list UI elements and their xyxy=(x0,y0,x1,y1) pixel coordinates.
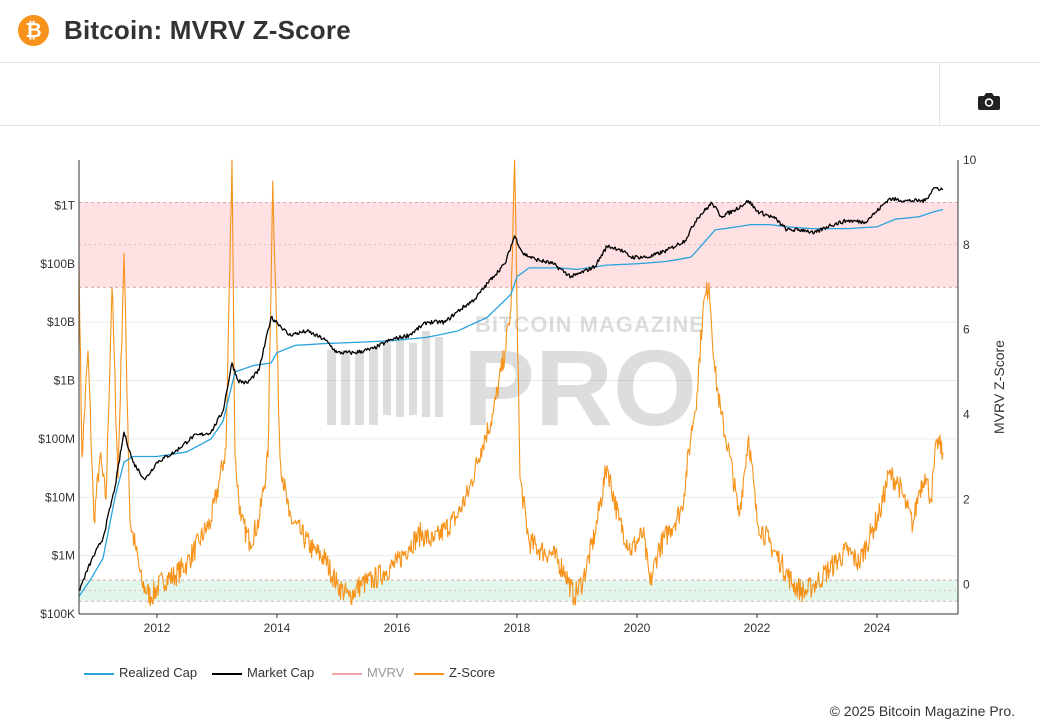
watermark: BITCOIN MAGAZINE PRO xyxy=(327,312,705,448)
watermark-main-text: PRO xyxy=(463,327,697,448)
y-right-axis-title: MVRV Z-Score xyxy=(991,340,1007,434)
legend-swatch xyxy=(212,673,242,675)
copyright-text: © 2025 Bitcoin Magazine Pro. xyxy=(829,703,1015,719)
legend-swatch xyxy=(414,673,444,675)
watermark-top-text: BITCOIN MAGAZINE xyxy=(475,312,705,337)
x-tick-label: 2012 xyxy=(144,621,171,635)
x-tick-label: 2018 xyxy=(504,621,531,635)
y-left-tick-label: $10M xyxy=(45,490,75,504)
y-left-tick-label: $100K xyxy=(40,607,75,621)
chart-series xyxy=(78,159,944,607)
chart-axes: $100K $1M $10M $100M $1B $10B $100B $1T 0 2 4 6 8 10 2… xyxy=(38,153,1007,635)
y-left-tick-label: $10B xyxy=(47,315,75,329)
legend-label: Z-Score xyxy=(449,665,496,680)
mvrv-chart[interactable]: BITCOIN MAGAZINE PRO $100K$1M$10M$100M$1… xyxy=(0,125,1040,660)
legend-swatch xyxy=(84,673,114,675)
bitcoin-logo-icon: ₿ xyxy=(18,15,49,46)
series-z-score xyxy=(78,159,944,607)
legend-label: Market Cap xyxy=(247,665,315,680)
y-left-tick-label: $1M xyxy=(52,549,75,563)
x-tick-label: 2014 xyxy=(264,621,291,635)
toolbar-divider xyxy=(939,63,940,125)
y-right-tick-label: 2 xyxy=(963,492,970,506)
page-title: Bitcoin: MVRV Z-Score xyxy=(64,15,351,45)
y-right-tick-label: 0 xyxy=(963,577,970,591)
y-right-tick-label: 4 xyxy=(963,408,970,422)
y-left-tick-label: $1T xyxy=(54,198,75,212)
legend-swatch xyxy=(332,673,362,675)
y-left-tick-label: $100M xyxy=(38,432,75,446)
y-left-tick-label: $100B xyxy=(40,257,75,271)
x-tick-label: 2022 xyxy=(744,621,771,635)
x-tick-label: 2020 xyxy=(624,621,651,635)
y-left-tick-label: $1B xyxy=(54,374,75,388)
chart-toolbar xyxy=(0,63,1040,126)
x-tick-label: 2016 xyxy=(384,621,411,635)
y-right-tick-label: 8 xyxy=(963,238,970,252)
y-right-tick-label: 10 xyxy=(963,153,977,167)
legend-label: MVRV xyxy=(367,665,405,680)
camera-icon[interactable] xyxy=(976,89,1002,113)
legend-label: Realized Cap xyxy=(119,665,198,680)
chart-header: ₿ Bitcoin: MVRV Z-Score xyxy=(0,0,1040,63)
band-undervalued xyxy=(79,580,958,602)
series-market-cap xyxy=(78,186,944,592)
watermark-bars-icon xyxy=(327,331,443,425)
x-tick-label: 2024 xyxy=(864,621,891,635)
series-realized-cap xyxy=(78,208,944,597)
y-right-tick-label: 6 xyxy=(963,323,970,337)
